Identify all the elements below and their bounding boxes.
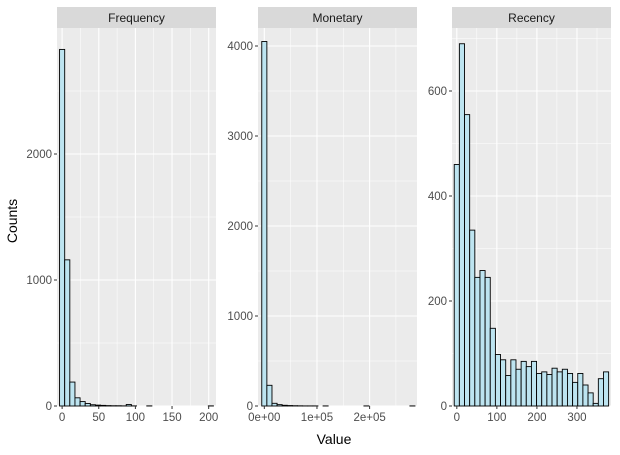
histogram-bar: [551, 367, 558, 407]
x-axis-title: Value: [317, 431, 352, 447]
x-tick-label: 0: [59, 412, 65, 424]
x-tick-label: 100: [126, 412, 145, 424]
histogram-bar: [69, 381, 76, 407]
x-tick-label: 0e+00: [248, 412, 280, 424]
histogram-bar: [276, 404, 283, 407]
histogram-bar: [89, 404, 96, 407]
histogram-bar: [453, 164, 460, 407]
histogram-bar: [125, 404, 132, 407]
histogram-bar: [281, 404, 288, 407]
histogram-bar: [469, 229, 476, 407]
facet-panel-recency: Recency 0 200 400 600 0 100 200 300: [428, 7, 611, 424]
y-tick-label: 1000: [26, 275, 52, 287]
x-tick-label: 0: [454, 412, 460, 424]
histogram-bar: [59, 48, 66, 407]
facet-strip: [258, 7, 417, 28]
facet-strip: [57, 7, 216, 28]
histogram-bar: [603, 371, 610, 407]
histogram-bar: [494, 354, 502, 407]
histogram-bar: [100, 404, 107, 407]
histogram-bar: [587, 392, 594, 407]
histogram-bar: [510, 359, 517, 407]
y-tick-label: 0: [247, 401, 253, 413]
facet-strip-title: Monetary: [312, 11, 362, 25]
histogram-bar: [572, 381, 579, 407]
histogram-bar: [577, 373, 584, 407]
histogram-bar: [525, 366, 532, 407]
histogram-bar: [515, 368, 522, 407]
histogram-bar: [556, 371, 563, 407]
x-tick-label: 300: [567, 412, 586, 424]
histogram-bar: [84, 403, 91, 407]
histogram-bar: [464, 114, 471, 407]
x-tick-label: 200: [527, 412, 546, 424]
y-axis-title: Counts: [4, 199, 20, 243]
x-tick-label: 100: [487, 412, 506, 424]
histogram-bar: [479, 270, 486, 407]
histogram-bar: [500, 359, 507, 407]
y-tick-label: 2000: [26, 149, 52, 161]
histogram-bar: [505, 375, 512, 407]
facet-strip-title: Frequency: [108, 11, 165, 25]
y-tick-label: 600: [428, 86, 447, 98]
y-tick-label: 4000: [227, 41, 253, 53]
y-tick-label: 400: [428, 191, 447, 203]
histogram-bar: [541, 371, 548, 407]
histogram-bar: [458, 43, 465, 407]
x-tick-label: 200: [199, 412, 218, 424]
x-tick-label: 50: [92, 412, 105, 424]
y-tick-label: 0: [441, 401, 447, 413]
facet-strip: [452, 7, 611, 28]
histogram-bar: [597, 378, 604, 407]
y-tick-label: 3000: [227, 131, 253, 143]
facet-panel-frequency: Frequency 0 1000 2000 0 50 100 150 200: [26, 7, 218, 424]
histogram-bar: [74, 397, 81, 407]
panel-background: [258, 28, 417, 406]
histogram-bar: [474, 276, 481, 407]
facet-strip-title: Recency: [508, 11, 555, 25]
x-tick-label: 150: [162, 412, 181, 424]
histogram-bar: [95, 404, 102, 407]
histogram-bar: [567, 373, 574, 407]
histogram-bar: [261, 41, 268, 407]
histogram-bar: [520, 360, 527, 407]
y-tick-label: 1000: [227, 311, 253, 323]
histogram-bar: [266, 384, 273, 407]
histogram-bar: [484, 276, 491, 407]
histogram-bar: [489, 327, 496, 407]
histogram-bar: [64, 259, 71, 407]
histogram-bar: [561, 368, 568, 407]
x-tick-label: 1e+05: [301, 412, 333, 424]
x-tick-label: 2e+05: [353, 412, 385, 424]
y-tick-label: 0: [46, 401, 52, 413]
histogram-bar: [271, 402, 278, 407]
histogram-bar: [79, 401, 86, 407]
y-tick-label: 2000: [227, 221, 253, 233]
histogram-bar: [546, 374, 553, 407]
histogram-bar: [536, 373, 543, 407]
facet-panel-monetary: Monetary 0 1000 2000 3000 4000 0e+00 1e+05 2e+05: [227, 7, 417, 424]
histogram-bar: [592, 402, 599, 407]
histogram-bar: [530, 360, 538, 407]
y-tick-label: 200: [428, 296, 447, 308]
histogram-bar: [582, 384, 589, 407]
